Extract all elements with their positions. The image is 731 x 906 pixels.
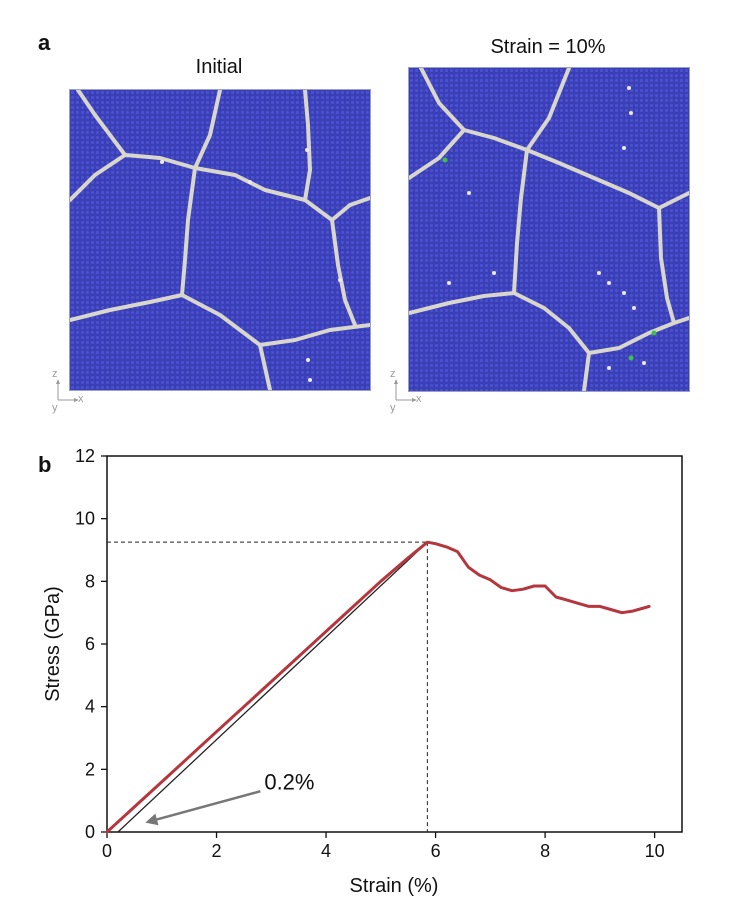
strain-title: Strain = 10% [490, 36, 606, 58]
x-tick-label-2: 4 [321, 841, 331, 861]
axes-indicator-left: z x y [50, 368, 90, 414]
panel-a-label: a [38, 30, 51, 55]
x-tick-label-3: 6 [431, 841, 441, 861]
axis-z-label: z [52, 368, 58, 380]
x-axis: 0 2 4 6 8 10 [102, 832, 665, 861]
annotation-arrow [156, 790, 261, 821]
y-tick-label-0: 0 [85, 822, 95, 842]
x-tick-label-0: 0 [102, 841, 112, 861]
y-axis: 0 2 4 6 8 10 12 [75, 446, 107, 842]
axis-x-label: x [78, 393, 84, 405]
annotation-label: 0.2% [264, 769, 314, 794]
axis-y-label: y [390, 402, 396, 414]
y-tick-label-6: 12 [75, 446, 95, 466]
stress-strain-chart: 0 2 4 6 8 10 0 2 4 6 8 10 12 0.2% Strain (%) Stress… [42, 446, 683, 897]
y-tick-label-1: 2 [85, 759, 95, 779]
y-tick-label-3: 6 [85, 634, 95, 654]
axes-indicator-right: z x y [388, 368, 428, 414]
axis-y-label: y [52, 402, 58, 414]
strained-structure-image [408, 67, 690, 392]
offset-line [117, 541, 428, 833]
x-axis-label: Strain (%) [350, 875, 439, 897]
x-tick-label-4: 8 [540, 841, 550, 861]
stress-strain-curve [105, 540, 651, 834]
x-tick-label-1: 2 [212, 841, 222, 861]
y-axis-label: Stress (GPa) [42, 586, 64, 702]
y-tick-label-2: 4 [85, 697, 95, 717]
initial-title: Initial [195, 56, 243, 78]
y-tick-label-4: 8 [85, 571, 95, 591]
panel-b-label: b [38, 452, 52, 477]
y-tick-label-5: 10 [75, 509, 95, 529]
initial-structure-image [69, 89, 371, 391]
x-tick-label-5: 10 [645, 841, 665, 861]
axis-z-label: z [390, 368, 396, 380]
axis-x-label: x [416, 393, 422, 405]
annotation-arrow-head [145, 813, 159, 826]
plot-frame [106, 455, 683, 833]
